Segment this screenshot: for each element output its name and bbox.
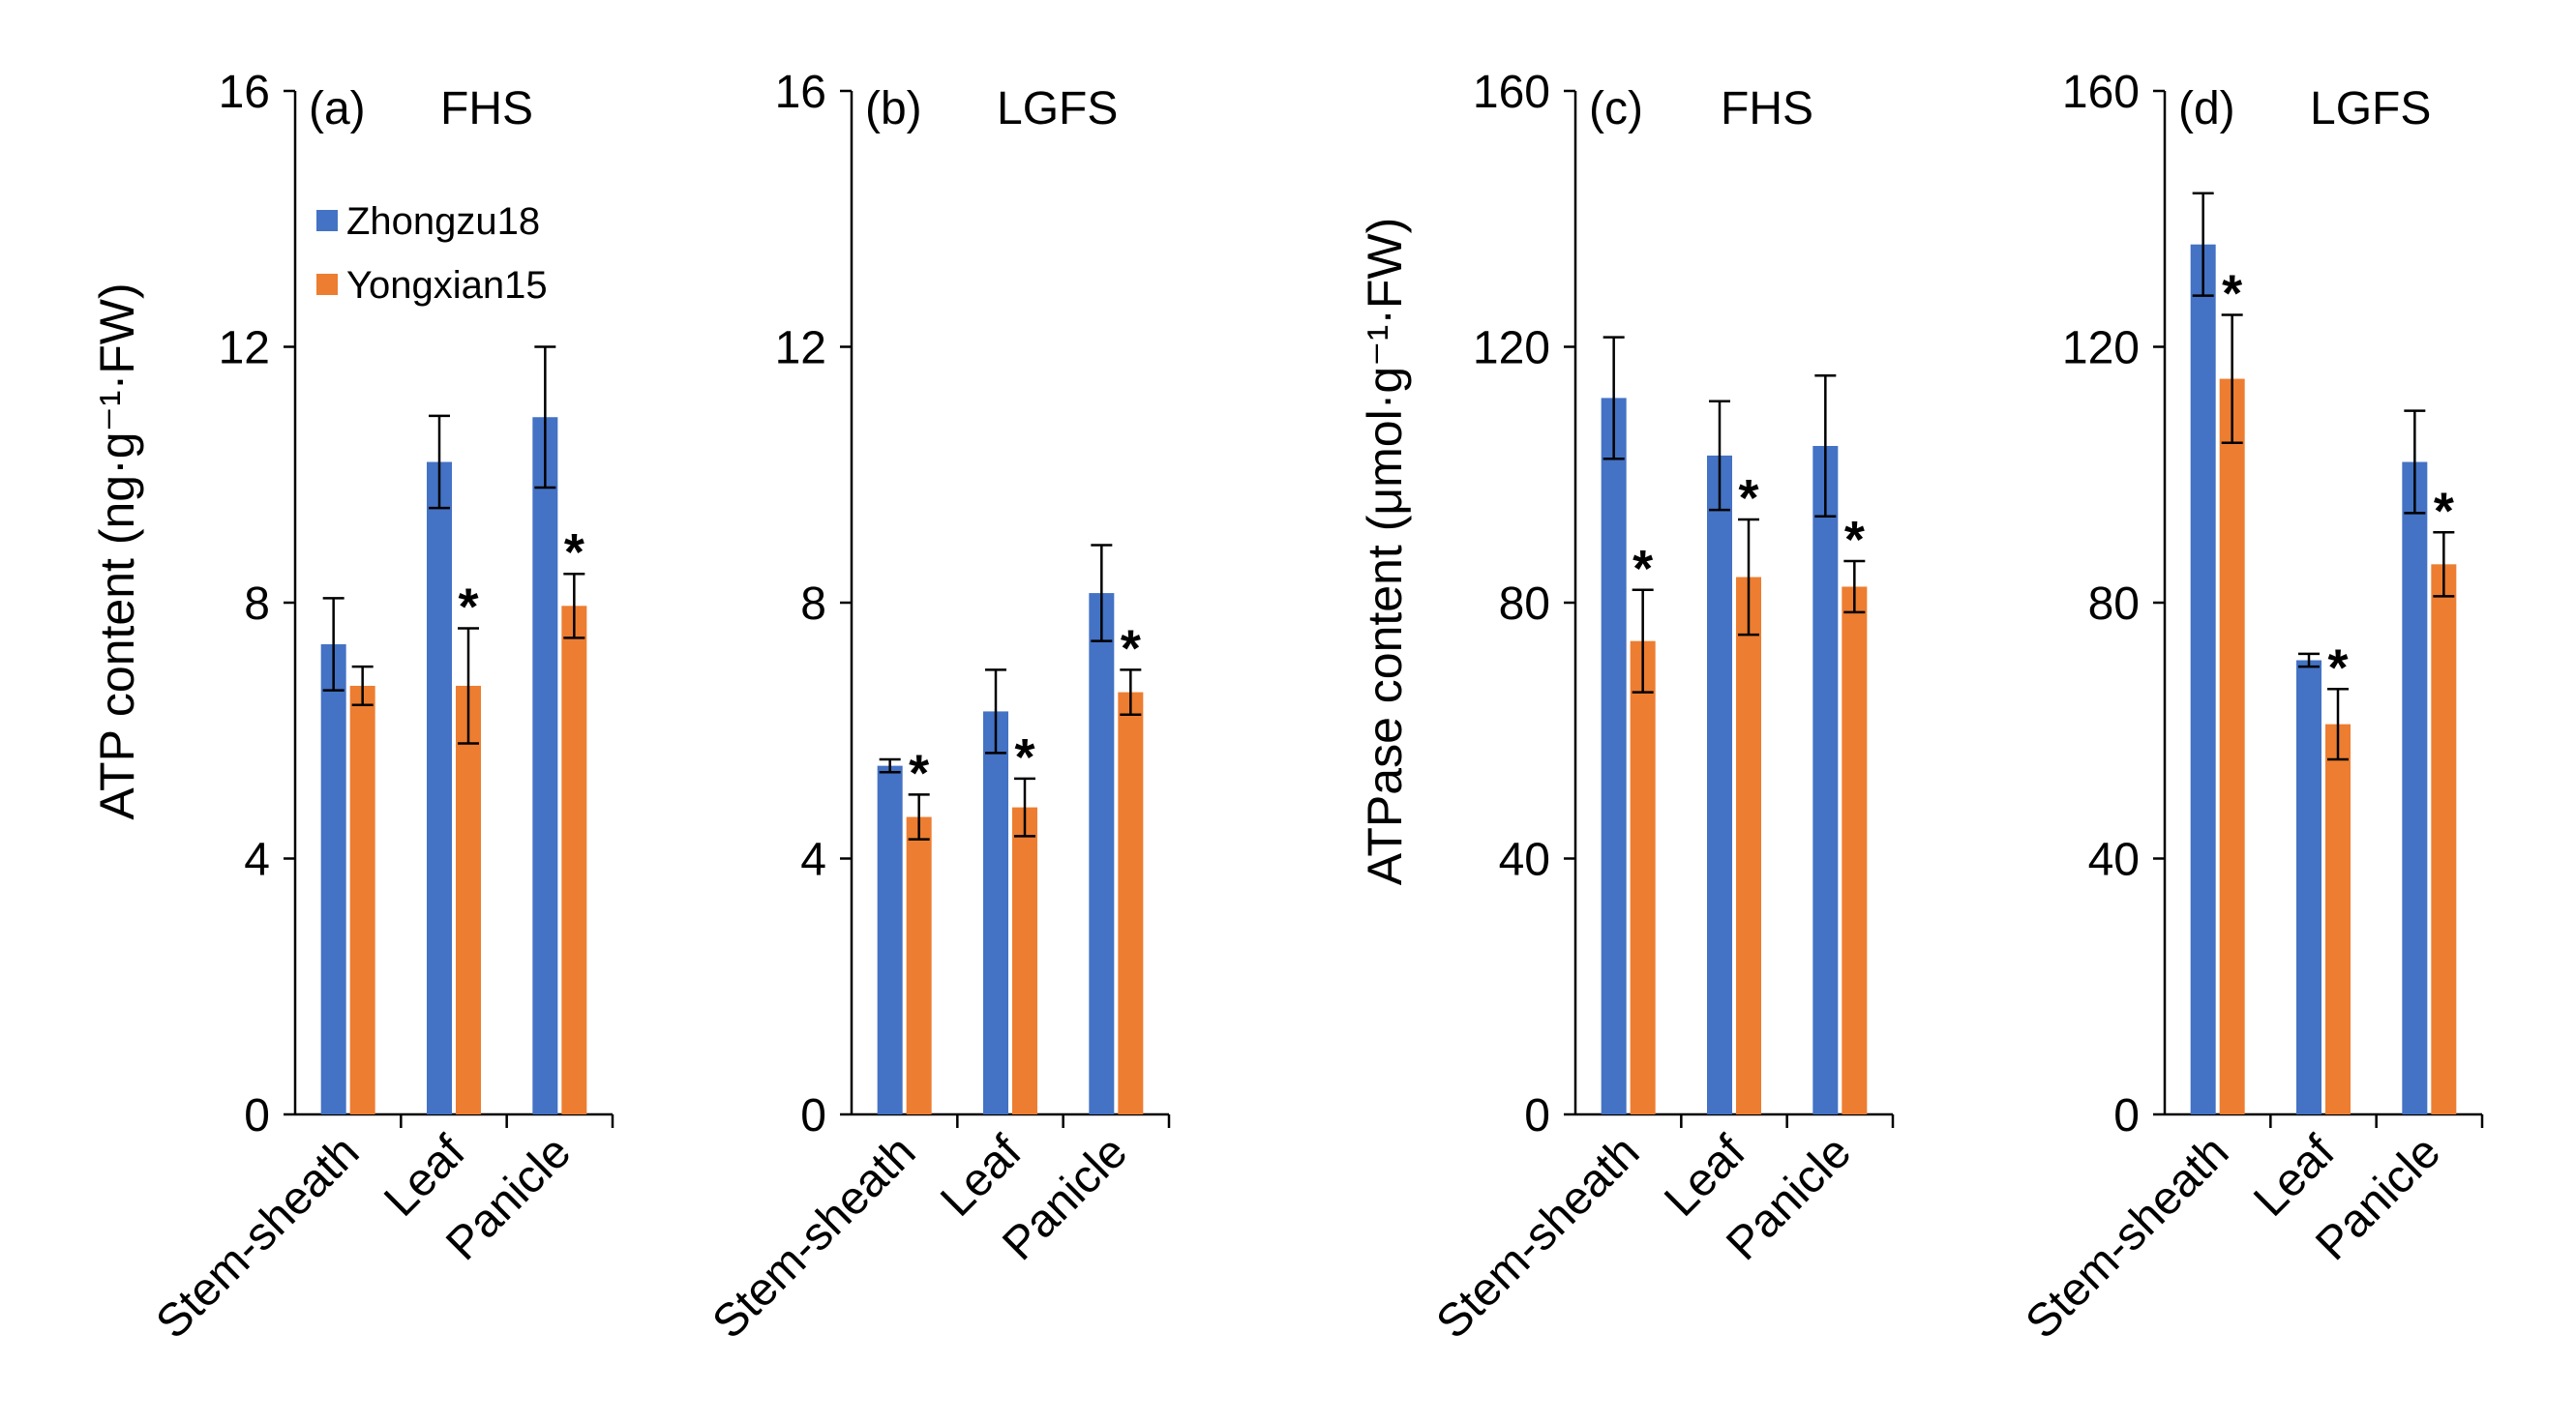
y-tick-label: 40 [2088, 835, 2140, 886]
x-tick-label: Stem-sheath [147, 1126, 370, 1349]
bar-yongxian15 [2325, 724, 2351, 1114]
y-tick-label: 120 [1473, 323, 1550, 374]
significance-marker: * [909, 744, 929, 802]
bar-zhongzu18 [2296, 660, 2321, 1114]
y-tick-label: 16 [219, 67, 270, 118]
y-tick-label: 12 [219, 323, 270, 374]
panel-title: FHS [440, 83, 533, 134]
bar-yongxian15 [349, 685, 375, 1114]
y-axis-label-atp: ATP content (ng·g⁻¹·FW) [90, 282, 144, 819]
y-axis-label-atpase: ATPase content (μmol·g⁻¹·FW) [1358, 218, 1412, 886]
significance-marker: * [2434, 482, 2454, 540]
bar-yongxian15 [1012, 807, 1037, 1114]
panel-label: (b) [865, 83, 922, 134]
significance-marker: * [1738, 469, 1758, 527]
y-tick-label: 16 [775, 67, 826, 118]
y-tick-label: 160 [2062, 67, 2140, 118]
significance-marker: * [458, 578, 478, 636]
legend-swatch-yongxian15 [316, 274, 338, 295]
bar-zhongzu18 [877, 765, 903, 1114]
y-tick-label: 4 [244, 835, 270, 886]
y-tick-label: 8 [800, 578, 826, 630]
y-tick-label: 8 [244, 578, 270, 630]
significance-marker: * [2327, 638, 2348, 697]
panel-label: (c) [1589, 83, 1643, 134]
bar-yongxian15 [1630, 640, 1656, 1114]
legend-swatch-zhongzu18 [316, 210, 338, 231]
significance-marker: * [1844, 511, 1865, 569]
significance-marker: * [1632, 540, 1653, 598]
bar-zhongzu18 [983, 711, 1008, 1114]
panel-title: LGFS [2310, 83, 2431, 134]
legend-label-zhongzu18: Zhongzu18 [346, 200, 540, 243]
y-tick-label: 160 [1473, 67, 1550, 118]
y-tick-label: 0 [1524, 1090, 1550, 1141]
bar-zhongzu18 [1601, 398, 1627, 1114]
y-tick-label: 4 [800, 835, 826, 886]
y-tick-label: 40 [1499, 835, 1550, 886]
significance-marker: * [1121, 619, 1141, 677]
x-tick-label: Stem-sheath [2017, 1126, 2239, 1349]
bar-yongxian15 [906, 816, 932, 1114]
y-tick-label: 12 [775, 323, 826, 374]
y-tick-label: 80 [1499, 578, 1550, 630]
bar-zhongzu18 [320, 643, 346, 1114]
significance-marker: * [564, 523, 584, 581]
y-tick-label: 80 [2088, 578, 2140, 630]
bar-zhongzu18 [1707, 455, 1732, 1115]
panel-label: (d) [2178, 83, 2235, 134]
significance-marker: * [2222, 264, 2242, 322]
significance-marker: * [1014, 728, 1034, 786]
bar-yongxian15 [2431, 564, 2457, 1114]
y-tick-label: 0 [244, 1090, 270, 1141]
bar-yongxian15 [2219, 378, 2245, 1114]
x-tick-label: Stem-sheath [704, 1126, 926, 1349]
y-tick-label: 0 [2113, 1090, 2140, 1141]
x-tick-label: Stem-sheath [1427, 1126, 1650, 1349]
bar-yongxian15 [1736, 577, 1761, 1114]
y-tick-label: 0 [800, 1090, 826, 1141]
panel-title: FHS [1721, 83, 1813, 134]
legend: Zhongzu18 Yongxian15 [316, 200, 548, 307]
bar-zhongzu18 [532, 417, 558, 1114]
y-tick-label: 120 [2062, 323, 2140, 374]
panel-title: LGFS [997, 83, 1118, 134]
bar-yongxian15 [456, 685, 481, 1114]
bar-yongxian15 [1842, 586, 1868, 1114]
bar-zhongzu18 [2402, 461, 2428, 1114]
bar-yongxian15 [1118, 692, 1144, 1114]
bar-zhongzu18 [1812, 445, 1839, 1114]
bar-zhongzu18 [2190, 244, 2216, 1114]
bar-zhongzu18 [427, 461, 452, 1114]
panel-label: (a) [309, 83, 366, 134]
legend-label-yongxian15: Yongxian15 [346, 264, 548, 307]
bar-zhongzu18 [1089, 593, 1115, 1114]
bar-yongxian15 [561, 606, 587, 1114]
